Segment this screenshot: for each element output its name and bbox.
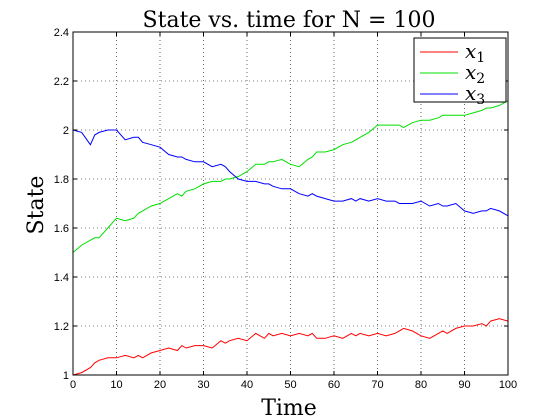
legend-label-x3: x3	[465, 81, 485, 108]
legend-label-subscript: 2	[476, 71, 485, 87]
x-tick-label: 80	[415, 379, 427, 391]
chart-title: State vs. time for N = 100	[143, 8, 436, 33]
x-tick-label: 20	[154, 379, 166, 391]
x-tick-label: 60	[328, 379, 340, 391]
legend-box	[413, 37, 507, 103]
grid-layer	[73, 32, 508, 375]
x-tick-label: 40	[241, 379, 253, 391]
legend-label-x2: x2	[465, 60, 485, 87]
x-axis-label: Time	[261, 396, 317, 420]
y-tick-label: 2	[63, 125, 69, 137]
y-tick-label: 1.8	[54, 174, 69, 186]
y-tick-label: 1.4	[54, 272, 69, 284]
legend-label-base: x	[465, 81, 476, 105]
x-tick-label: 50	[284, 379, 296, 391]
x-tick-label: 30	[197, 379, 209, 391]
series-line-x1	[72, 318, 509, 376]
legend-label-base: x	[465, 39, 476, 63]
tick-layer: 0 10 20 30 40 50 60 70 80 90 100 1 1.2 1.4 1.6 1.8 2 2.2 2…	[54, 27, 517, 391]
x-tick-label: 0	[70, 379, 76, 391]
y-axis-label: State	[24, 176, 49, 235]
x-tick-label: 100	[499, 379, 517, 391]
legend-label-x1: x1	[465, 39, 485, 66]
x-tick-label: 10	[110, 379, 122, 391]
y-tick-label: 1.6	[54, 223, 69, 235]
y-tick-label: 1.2	[54, 321, 69, 333]
series-layer	[72, 100, 509, 376]
legend-label-subscript: 1	[476, 50, 485, 66]
x-tick-label: 70	[371, 379, 383, 391]
series-line-x2	[72, 100, 509, 253]
y-tick-label: 2.4	[54, 27, 69, 39]
series-line-x3	[72, 129, 509, 217]
x-tick-label: 90	[458, 379, 470, 391]
legend-label-base: x	[465, 60, 476, 84]
legend-label-subscript: 3	[476, 92, 485, 108]
y-tick-label: 2.2	[54, 76, 69, 88]
y-tick-label: 1	[63, 370, 69, 382]
